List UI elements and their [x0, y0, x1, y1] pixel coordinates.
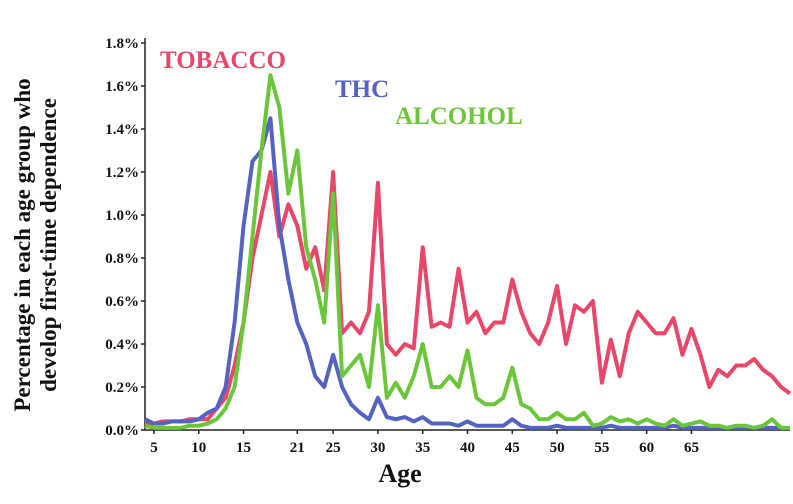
y-tick-label: 0.0%	[105, 423, 139, 439]
y-tick-label: 0.4%	[105, 337, 139, 353]
y-tick-label: 1.4%	[105, 122, 139, 138]
x-tick-label: 65	[684, 440, 699, 456]
y-tick-label: 1.0%	[105, 208, 139, 224]
y-tick-label: 0.8%	[105, 251, 139, 267]
y-axis-label-line: Percentage in each age group who	[10, 78, 35, 411]
x-tick-label: 55	[594, 440, 609, 456]
x-tick-label: 30	[370, 440, 385, 456]
y-tick-label: 1.6%	[105, 79, 139, 95]
x-tick-label: 60	[639, 440, 654, 456]
y-tick-label: 0.2%	[105, 380, 139, 396]
x-tick-label: 15	[236, 440, 251, 456]
x-axis-label: Age	[378, 459, 421, 488]
x-tick-label: 40	[460, 440, 475, 456]
series-line	[145, 170, 792, 426]
series-label: THC	[335, 76, 389, 103]
series-label: ALCOHOL	[395, 103, 523, 130]
series-label: TOBACCO	[160, 47, 286, 74]
y-axis-label-line: develop first-time dependence	[36, 98, 61, 392]
y-axis-label: Percentage in each age group who develop…	[10, 78, 61, 411]
x-tick-label: 5	[150, 440, 158, 456]
x-tick-label: 50	[550, 440, 565, 456]
series-line	[144, 116, 790, 430]
x-tick-label: 10	[191, 440, 206, 456]
y-tick-label: 1.8%	[105, 36, 139, 52]
x-tick-label: 25	[326, 440, 341, 456]
x-tick-label: 35	[415, 440, 430, 456]
x-tick-label: 21	[290, 440, 305, 456]
series-line	[144, 73, 790, 430]
x-tick-label: 45	[505, 440, 520, 456]
y-tick-label: 0.6%	[105, 294, 139, 310]
y-tick-label: 1.2%	[105, 165, 139, 181]
